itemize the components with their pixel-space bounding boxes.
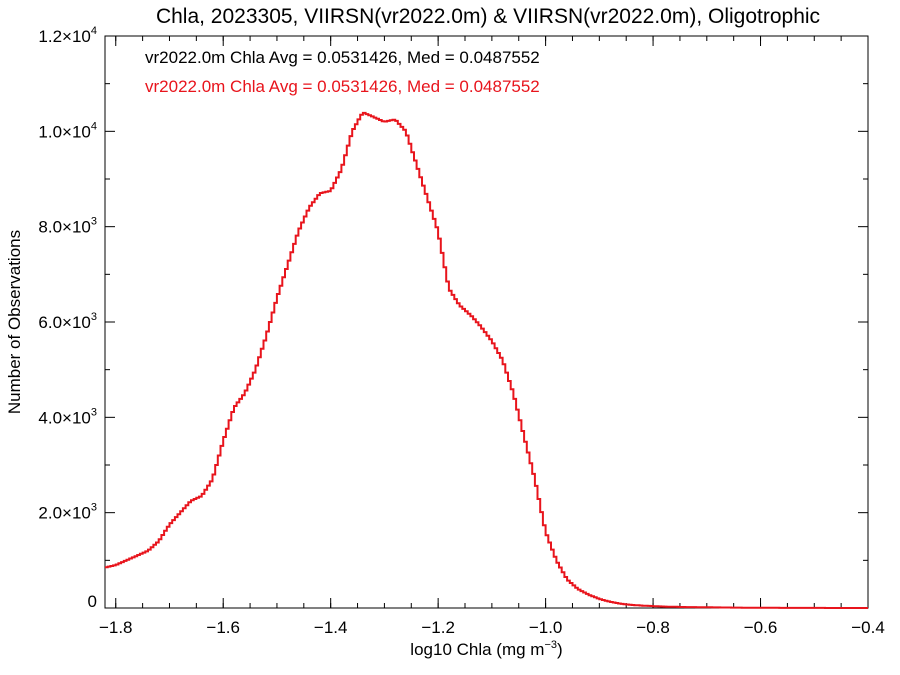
legend: vr2022.0m Chla Avg = 0.0531426, Med = 0.… bbox=[145, 48, 540, 96]
y-tick-label: 1.2×104 bbox=[38, 25, 97, 46]
legend-entry-black: vr2022.0m Chla Avg = 0.0531426, Med = 0.… bbox=[145, 48, 540, 67]
chart-title: Chla, 2023305, VIIRSN(vr2022.0m) & VIIRS… bbox=[156, 5, 820, 28]
y-tick-label: 4.0×103 bbox=[38, 406, 97, 427]
x-tick-label: −0.8 bbox=[636, 618, 670, 637]
y-tick-label: 1.0×104 bbox=[38, 120, 97, 141]
y-tick-label: 0 bbox=[88, 592, 97, 611]
y-tick-label: 6.0×103 bbox=[38, 311, 97, 332]
y-tick-label: 2.0×103 bbox=[38, 502, 97, 523]
x-tick-label: −1.0 bbox=[529, 618, 563, 637]
x-tick-label: −1.8 bbox=[99, 618, 133, 637]
x-tick-label: −0.4 bbox=[851, 618, 885, 637]
histogram-series-line bbox=[105, 111, 868, 609]
x-tick-label: −0.6 bbox=[744, 618, 778, 637]
y-tick-label: 8.0×103 bbox=[38, 216, 97, 237]
x-tick-label: −1.6 bbox=[206, 618, 240, 637]
y-axis-label: Number of Observations bbox=[5, 230, 24, 414]
plot-frame bbox=[104, 35, 869, 609]
x-axis-label: log10 Chla (mg m−3) bbox=[410, 639, 562, 659]
x-tick-label: −1.4 bbox=[314, 618, 348, 637]
legend-entry-red: vr2022.0m Chla Avg = 0.0531426, Med = 0.… bbox=[145, 77, 540, 96]
x-tick-label: −1.2 bbox=[421, 618, 455, 637]
